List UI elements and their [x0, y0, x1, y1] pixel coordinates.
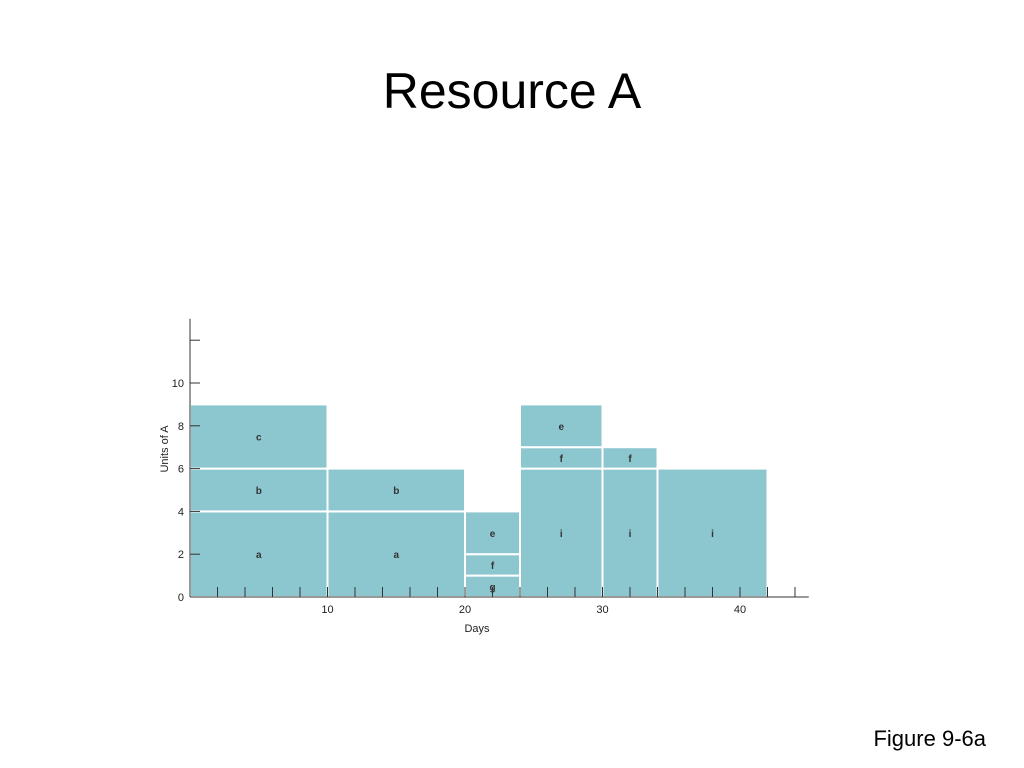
segment-label-0: a	[256, 550, 262, 561]
segment-12-f	[601, 446, 659, 470]
segments-layer: abcabgfeifeifi	[189, 403, 769, 598]
y-tick-label-8: 8	[178, 421, 184, 433]
segment-8-i	[519, 467, 604, 598]
y-tick-label-6: 6	[178, 464, 184, 476]
segment-label-1: b	[256, 486, 262, 497]
y-tick-label-2: 2	[178, 549, 184, 561]
x-tick-label-20: 20	[459, 604, 471, 616]
segment-0-a	[189, 510, 329, 598]
y-tick-label-4: 4	[178, 506, 184, 518]
segment-label-2: c	[256, 433, 262, 444]
segment-10-e	[519, 403, 604, 449]
segment-2-c	[189, 403, 329, 470]
segment-label-11: i	[629, 529, 632, 540]
x-tick-label-10: 10	[321, 604, 333, 616]
axes-layer: 0 2 4 6 8 10 10 20 30 40	[172, 318, 809, 616]
segment-label-3: a	[393, 550, 399, 561]
segment-11-i	[601, 467, 659, 598]
segment-13-i	[656, 467, 769, 598]
segment-label-9: f	[560, 454, 564, 465]
segment-4-b	[326, 467, 466, 513]
segment-label-10: e	[558, 422, 564, 433]
segment-label-6: f	[491, 561, 495, 572]
figure-caption: Figure 9-6a	[873, 726, 986, 751]
segment-label-13: i	[711, 529, 714, 540]
segment-label-8: i	[560, 529, 563, 540]
y-tick-label-0: 0	[178, 592, 184, 604]
segment-label-12: f	[628, 454, 632, 465]
x-axis-title: Days	[464, 623, 490, 635]
segment-label-7: e	[490, 529, 496, 540]
segment-label-4: b	[393, 486, 399, 497]
x-tick-label-40: 40	[734, 604, 746, 616]
y-tick-label-10: 10	[172, 378, 184, 390]
slide-title: Resource A	[382, 63, 642, 119]
x-tick-label-30: 30	[596, 604, 608, 616]
y-axis-title: Units of A	[159, 425, 171, 473]
